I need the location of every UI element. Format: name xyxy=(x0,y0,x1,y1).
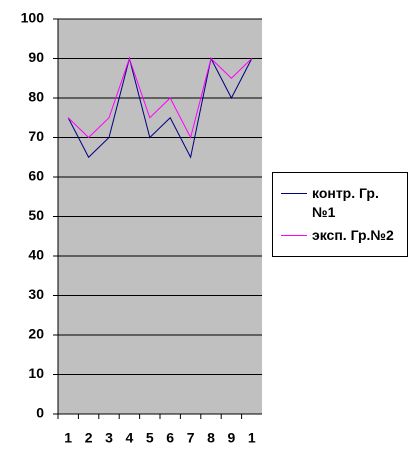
y-tick-label: 20 xyxy=(28,326,44,342)
legend: контр. Гр. №1 эксп. Гр.№2 xyxy=(272,172,408,257)
y-tick-label: 40 xyxy=(28,247,44,263)
x-tick-label: 2 xyxy=(85,430,93,446)
x-tick-label: 3 xyxy=(105,430,113,446)
legend-label: эксп. Гр.№2 xyxy=(312,227,394,243)
x-tick-label: 1 xyxy=(64,430,72,446)
x-tick-label: 5 xyxy=(146,430,154,446)
x-tick-label: 1 xyxy=(248,430,256,446)
y-tick-label: 0 xyxy=(36,405,44,421)
x-tick-label: 9 xyxy=(228,430,236,446)
x-tick-label: 8 xyxy=(207,430,215,446)
y-tick-label: 80 xyxy=(28,89,44,105)
y-tick-label: 30 xyxy=(28,286,44,302)
legend-entry: эксп. Гр.№2 xyxy=(273,226,407,245)
y-tick-label: 70 xyxy=(28,128,44,144)
y-tick-label: 10 xyxy=(28,365,44,381)
legend-label: контр. Гр. №1 xyxy=(312,185,379,220)
y-tick-label: 100 xyxy=(21,10,45,26)
y-tick-label: 60 xyxy=(28,168,44,184)
series-line xyxy=(67,56,253,139)
legend-key xyxy=(281,193,307,194)
legend-entry: контр. Гр. №1 xyxy=(273,184,407,222)
y-tick-label: 90 xyxy=(28,49,44,65)
legend-key xyxy=(281,235,307,236)
series-line xyxy=(67,56,253,159)
y-tick-label: 50 xyxy=(28,207,44,223)
x-tick-label: 6 xyxy=(166,430,174,446)
x-tick-label: 4 xyxy=(126,430,134,446)
x-tick-label: 7 xyxy=(187,430,195,446)
